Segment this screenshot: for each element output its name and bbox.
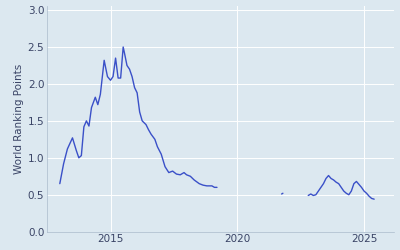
Y-axis label: World Ranking Points: World Ranking Points [14,64,24,174]
